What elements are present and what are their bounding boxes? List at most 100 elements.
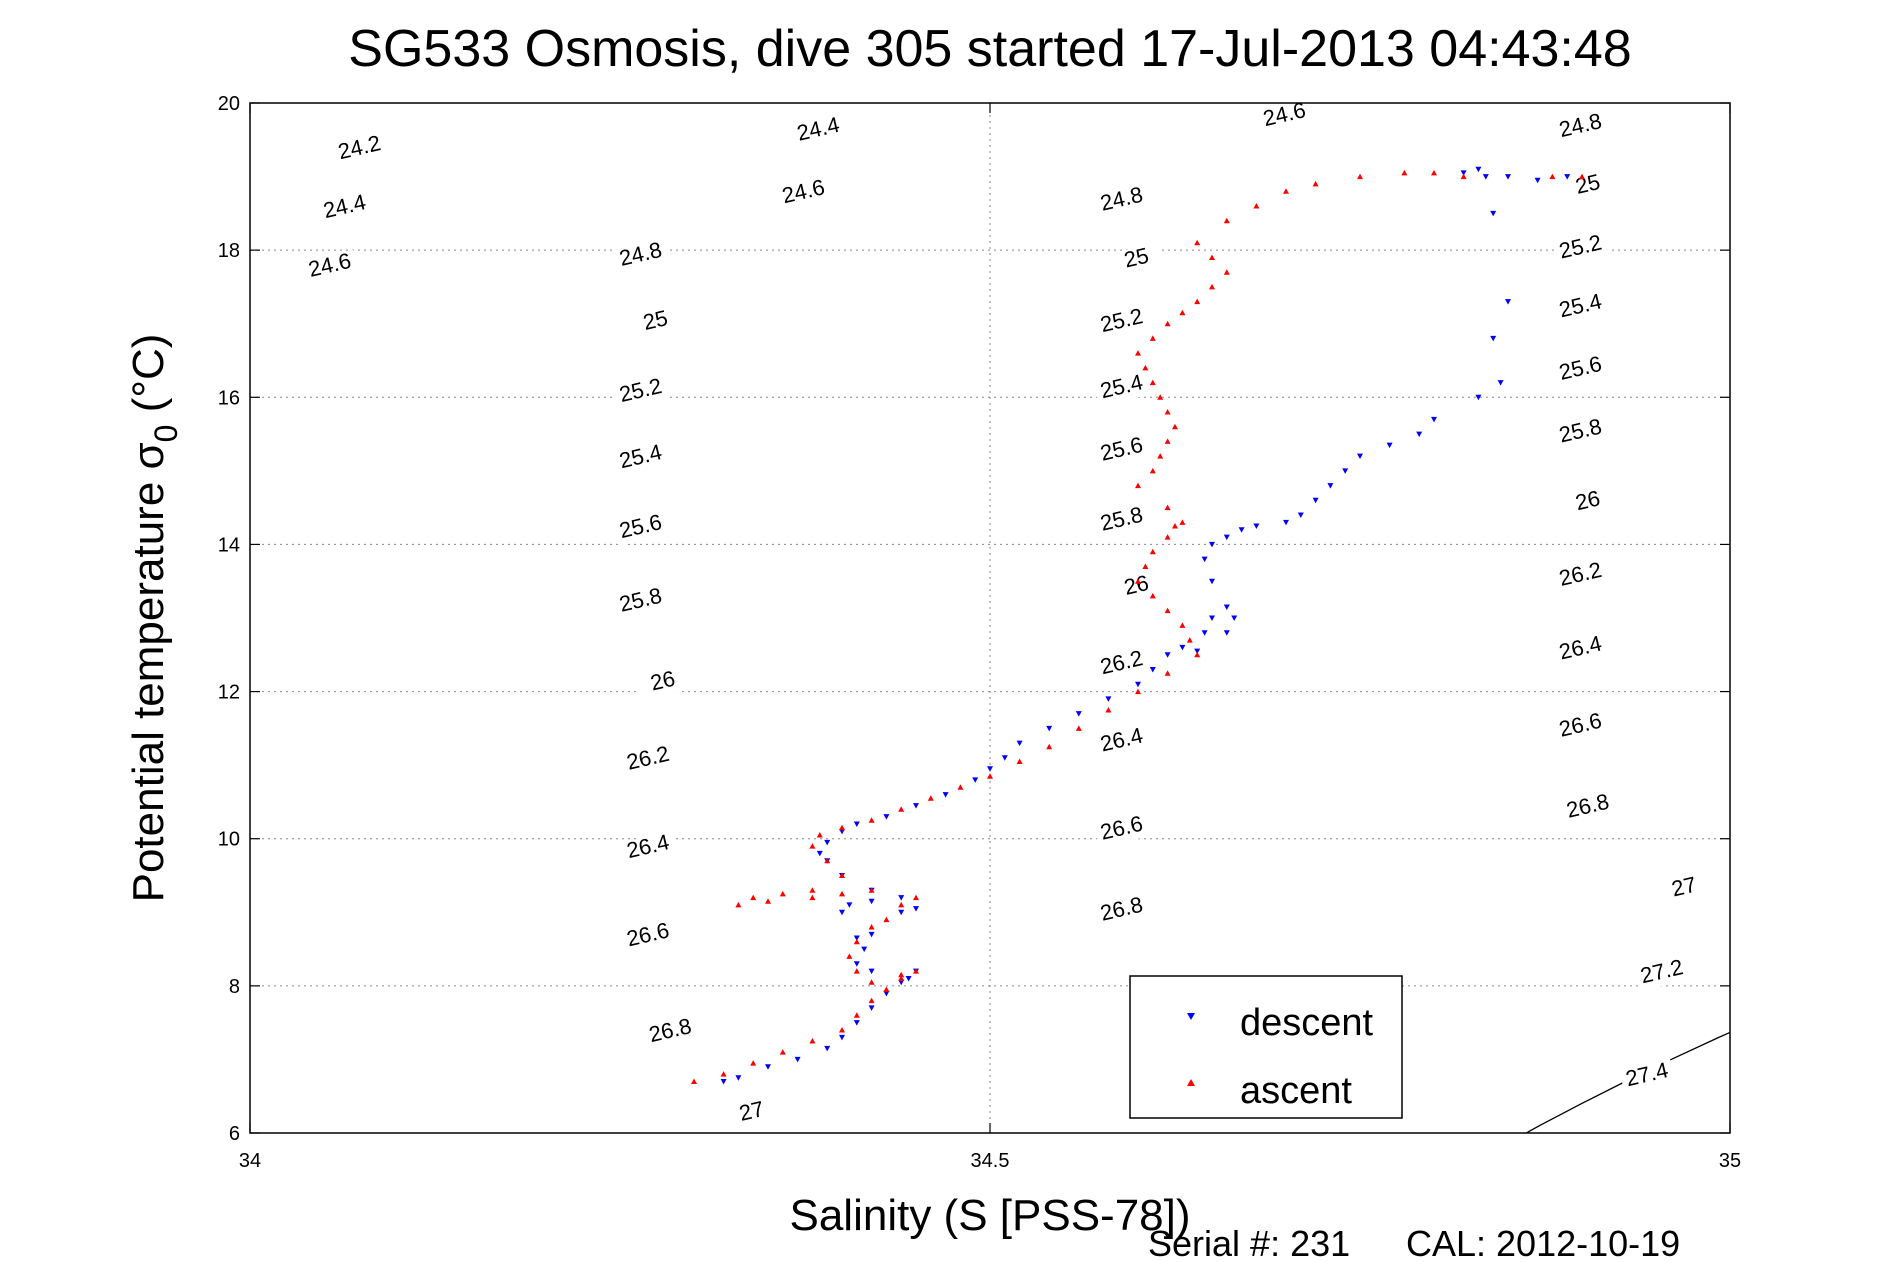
contour-label: 25 xyxy=(627,304,684,341)
ascent-point xyxy=(1016,758,1023,764)
contour-label: 25 xyxy=(1108,242,1165,278)
contour-label-text: 26 xyxy=(1573,485,1602,515)
ascent-point xyxy=(750,1060,757,1066)
ascent-point xyxy=(1283,188,1289,194)
contour-label-bg xyxy=(1552,558,1609,594)
ascent-point xyxy=(839,824,845,831)
ascent-point xyxy=(1149,379,1156,386)
descent-point xyxy=(1179,644,1186,651)
density-contours xyxy=(1524,1031,1730,1133)
ascent-point xyxy=(1142,364,1149,371)
contour-label-bg xyxy=(635,665,692,701)
ascent-point xyxy=(1579,173,1585,180)
contour-label-bg xyxy=(1552,231,1609,267)
plot-background xyxy=(250,103,1730,1133)
contour-label-bg xyxy=(620,830,677,867)
contour-label: 27 xyxy=(1656,871,1713,907)
ascent-point xyxy=(1179,309,1186,316)
ascent-point xyxy=(1135,578,1141,584)
contour-label-bg xyxy=(613,238,670,274)
ascent-point xyxy=(809,843,816,849)
contour-label-bg xyxy=(1552,290,1609,326)
contour-label-bg xyxy=(1108,569,1165,605)
contour-label-bg xyxy=(1656,871,1713,907)
contour-label-text: 25 xyxy=(1573,169,1602,199)
ascent-point xyxy=(1135,350,1141,356)
descent-point xyxy=(913,803,919,809)
descent-point xyxy=(853,1020,860,1026)
descent-point xyxy=(1253,523,1260,529)
contour-label-bg xyxy=(1256,98,1313,135)
contour-label: 26.4 xyxy=(1094,722,1151,760)
descent-point xyxy=(1016,740,1023,747)
y-axis-ticks: 6 8 10 12 14 16 18 20 xyxy=(218,93,1730,1145)
ascent-point xyxy=(1135,688,1141,695)
descent-point xyxy=(1075,711,1082,717)
legend: descent ascent xyxy=(1129,975,1403,1119)
chart-title: SG533 Osmosis, dive 305 started 17-Jul-2… xyxy=(348,20,1631,78)
descent-point xyxy=(1209,541,1215,548)
legend-descent-label: descent xyxy=(1240,1002,1374,1044)
x-axis-ticks: 34 34.5 35 xyxy=(239,103,1741,1172)
descent-point xyxy=(735,1075,742,1081)
descent-point xyxy=(1223,604,1230,610)
descent-point xyxy=(1342,468,1349,474)
ascent-point xyxy=(1149,548,1156,555)
ascent-point xyxy=(720,1071,727,1077)
ascent-point xyxy=(987,773,993,779)
contour-label-bg xyxy=(627,304,684,341)
y-tick-label: 18 xyxy=(218,240,240,262)
ascent-point xyxy=(809,1038,816,1044)
descent-point xyxy=(861,946,868,953)
descent-point xyxy=(720,1079,727,1085)
contour-label-bg xyxy=(302,249,359,285)
descent-point xyxy=(1534,177,1541,184)
contour-label-bg xyxy=(1094,812,1151,848)
contour-labels: 24.224.424.624.424.624.82525.225.425.625… xyxy=(302,97,1713,1131)
contour-label-bg xyxy=(620,919,677,955)
ascent-point xyxy=(809,887,816,893)
ascent-point xyxy=(913,894,919,901)
ascent-point xyxy=(1172,423,1178,430)
ascent-point xyxy=(1194,239,1201,246)
y-tick-label: 10 xyxy=(218,829,240,851)
contour-label-bg xyxy=(1552,632,1609,668)
ascent-point xyxy=(1164,320,1171,327)
descent-point xyxy=(1460,170,1467,176)
descent-point xyxy=(883,990,890,997)
descent-point xyxy=(846,902,853,908)
contour-label-bg xyxy=(1094,183,1151,219)
ascent-point xyxy=(1549,173,1556,180)
ascent-point xyxy=(1253,203,1260,209)
ascent-point xyxy=(1149,592,1156,599)
descent-point xyxy=(898,895,905,901)
ascent-point xyxy=(898,806,905,812)
ascent-point xyxy=(839,890,845,897)
ascent-point xyxy=(1046,743,1053,750)
descent-point xyxy=(1283,519,1289,526)
y-axis-label-main: Potential temperature σ xyxy=(124,442,173,902)
contour-label: 25.4 xyxy=(1094,369,1151,407)
descent-point xyxy=(987,766,993,772)
contour-label-bg xyxy=(1094,304,1151,341)
ascent-point xyxy=(779,1049,786,1055)
descent-point xyxy=(942,792,949,798)
ascent-point xyxy=(1135,482,1141,489)
contour-label-bg xyxy=(613,510,670,547)
descent-point xyxy=(868,898,875,905)
ascent-point xyxy=(1149,467,1156,474)
ascent-point xyxy=(824,857,831,864)
y-tick-label: 12 xyxy=(218,682,240,704)
ascent-point xyxy=(957,784,964,790)
descent-point xyxy=(1327,483,1334,489)
plot-area: 24.224.424.624.424.624.82525.225.425.625… xyxy=(249,97,1731,1134)
ascent-point xyxy=(927,795,934,801)
descent-point xyxy=(765,1064,771,1070)
y-axis-label: Potential temperature σ0 (°C) xyxy=(124,334,184,903)
contour-label-text: 26 xyxy=(648,666,677,696)
contour-label: 26 xyxy=(1560,485,1617,521)
descent-point xyxy=(794,1056,801,1063)
ascent-point xyxy=(853,1012,860,1018)
contour-label-bg xyxy=(1094,724,1151,760)
ascent-series xyxy=(691,169,1585,1084)
